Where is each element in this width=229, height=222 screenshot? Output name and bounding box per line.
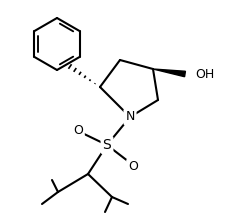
Text: O: O: [73, 123, 83, 137]
Text: OH: OH: [194, 67, 213, 81]
Polygon shape: [152, 69, 185, 77]
Text: N: N: [125, 111, 134, 123]
Text: S: S: [102, 138, 111, 152]
Text: O: O: [128, 161, 137, 174]
